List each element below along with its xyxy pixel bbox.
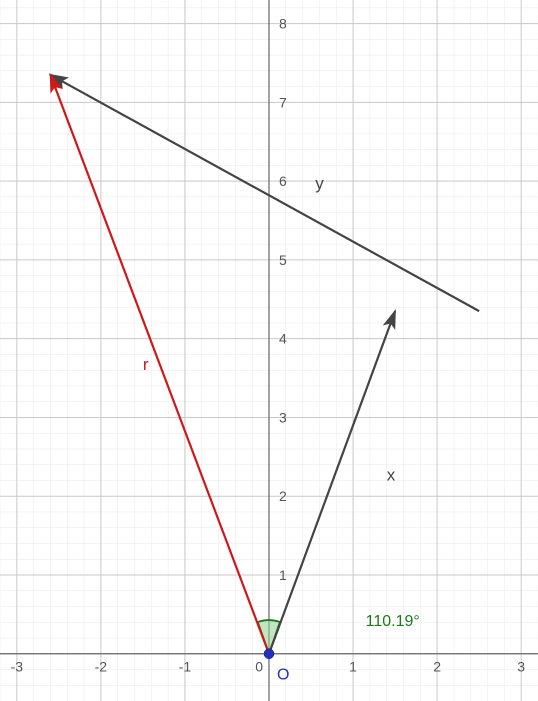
y-tick-label: 1 (279, 567, 287, 583)
chart-container: -3 -2 -1 0 1 2 3 1 2 3 4 5 6 7 8 x y r 110.19° O (0, 0, 538, 701)
vector-r (50, 75, 269, 654)
y-tick-label: 4 (279, 331, 287, 347)
angle-label: 110.19° (366, 613, 420, 630)
y-tick-label: 2 (279, 488, 287, 504)
vector-chart: -3 -2 -1 0 1 2 3 1 2 3 4 5 6 7 8 x y r 110.19° O (0, 0, 538, 701)
label-y: y (315, 174, 324, 193)
origin-label: O (277, 667, 289, 684)
x-tick-label: 2 (433, 659, 441, 675)
y-tick-label: 6 (279, 173, 287, 189)
x-tick-label: 1 (349, 659, 357, 675)
y-tick-label: 3 (279, 409, 287, 425)
x-tick-label: -2 (95, 659, 108, 675)
y-tick-label: 8 (279, 16, 287, 32)
y-tick-label: 7 (279, 94, 287, 110)
origin-dot (264, 649, 274, 659)
x-tick-label: 0 (255, 659, 263, 675)
tick-labels: -3 -2 -1 0 1 2 3 1 2 3 4 5 6 7 8 (11, 16, 526, 675)
x-tick-label: 3 (517, 659, 525, 675)
x-tick-label: -1 (179, 659, 192, 675)
x-tick-label: -3 (11, 659, 24, 675)
label-x: x (387, 465, 396, 484)
y-tick-label: 5 (279, 252, 287, 268)
vector-x (269, 311, 395, 654)
label-r: r (143, 355, 149, 374)
